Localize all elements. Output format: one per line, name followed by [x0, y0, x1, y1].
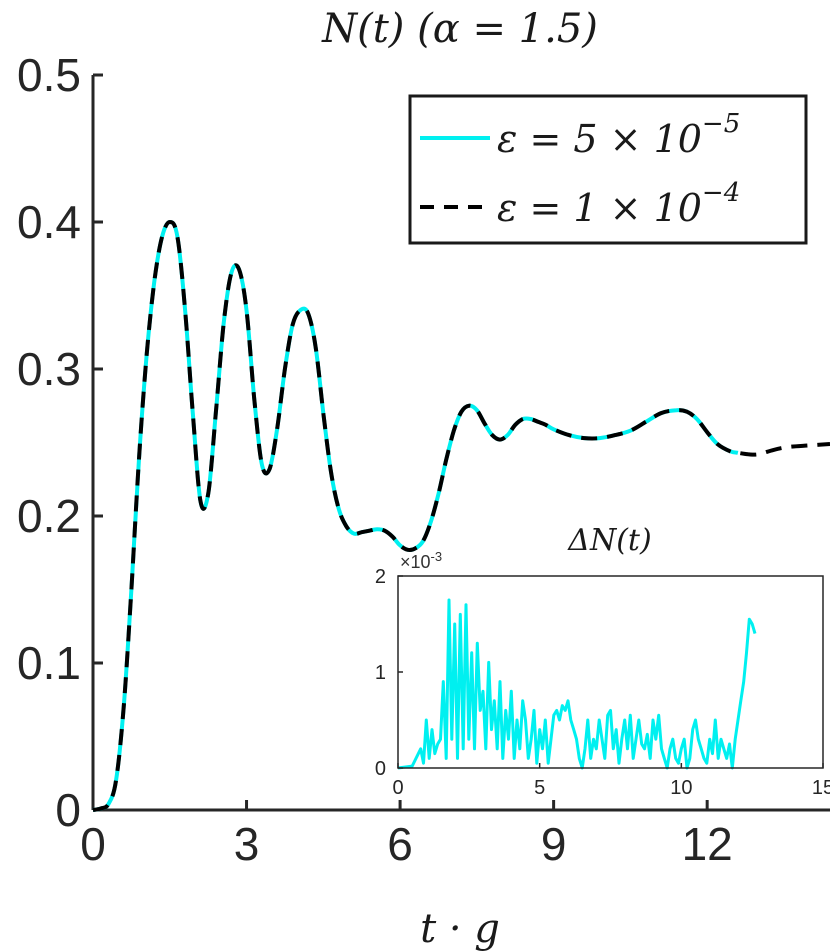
main-y-tick-label: 0.5: [17, 49, 81, 101]
main-x-tick-label: 3: [234, 818, 260, 870]
main-y-tick-label: 0.1: [17, 637, 81, 689]
inset-x-tick-label: 5: [534, 777, 545, 799]
main-axes: [91, 73, 830, 812]
main-x-axis-label: t · g: [420, 906, 500, 952]
inset-title: ΔN(t): [567, 523, 651, 558]
main-y-tick-labels: 0 0.1 0.2 0.3 0.4 0.5: [17, 49, 81, 836]
inset-x-tick-label: 0: [392, 777, 403, 799]
main-x-tick-label: 6: [387, 818, 413, 870]
main-y-tick-label: 0: [55, 784, 81, 836]
inset-y-tick-label: 0: [375, 758, 386, 780]
inset-series-line-1: [397, 598, 757, 770]
inset-y-tick-label: 1: [375, 662, 386, 684]
main-y-tick-label: 0.2: [17, 490, 81, 542]
inset-x-tick-label: 15: [812, 777, 830, 799]
inset-chart: 0 1 2 0 5 10 15 ΔN(t) ×10-3: [375, 523, 830, 799]
inset-x-tick-labels: 0 5 10 15: [392, 777, 830, 799]
main-x-tick-label: 9: [541, 818, 567, 870]
inset-y-exponent: ×10-3: [400, 549, 442, 572]
inset-y-tick-labels: 0 1 2: [375, 566, 386, 780]
legend-box: [408, 94, 808, 245]
main-x-tick-label: 0: [80, 818, 106, 870]
main-chart-title: N(t) (α = 1.5): [321, 6, 598, 52]
main-series-group: [92, 220, 830, 812]
main-series-line-2: [92, 220, 830, 812]
legend-label-series-2: ε = 1 × 10−4: [497, 178, 740, 230]
inset-y-tick-label: 2: [375, 566, 386, 588]
main-x-tick-label: 12: [682, 818, 733, 870]
legend: ε = 5 × 10−5 ε = 1 × 10−4: [408, 94, 808, 245]
main-y-tick-label: 0.3: [17, 343, 81, 395]
inset-axes: [397, 575, 824, 769]
inset-series-group: [397, 598, 757, 770]
main-y-tick-label: 0.4: [17, 196, 81, 248]
legend-label-series-1: ε = 5 × 10−5: [497, 109, 740, 161]
inset-x-tick-label: 10: [670, 777, 692, 799]
main-x-tick-labels: 0 3 6 9 12: [80, 818, 733, 870]
